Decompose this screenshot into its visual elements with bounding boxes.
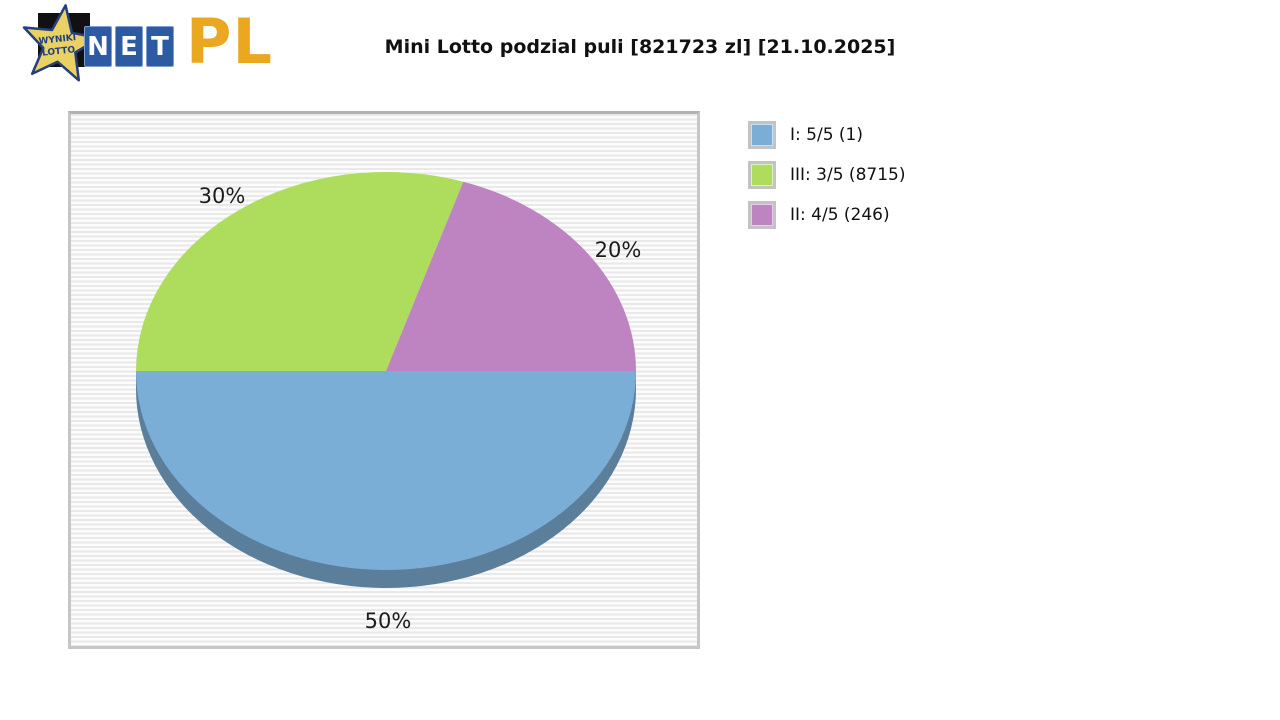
pie-slice-tier3 [136, 171, 464, 371]
page-title: Mini Lotto podzial puli [821723 zl] [21.… [384, 36, 896, 58]
pie-slice-tier1 [136, 371, 636, 570]
logo-net-letter-e: E [115, 26, 143, 67]
logo-net-letter-n: N [84, 26, 112, 67]
header: WYNIKI LOTTO N E T PL Mini Lotto podzial… [0, 0, 1280, 95]
chart-legend: I: 5/5 (1) III: 3/5 (8715) II: 4/5 (246) [748, 121, 905, 241]
logo-net: N E T [84, 26, 174, 67]
logo-net-letter-t: T [146, 26, 174, 67]
legend-label-tier1: I: 5/5 (1) [790, 125, 863, 145]
legend-item-tier1: I: 5/5 (1) [748, 121, 905, 149]
pie-chart: 30% 20% 50% [136, 171, 642, 633]
pie-slice-tier2 [386, 181, 636, 371]
logo-pl-text: PL [186, 5, 273, 78]
logo-star-text-lotto: LOTTO [42, 45, 76, 58]
pie-percent-label-20: 20% [595, 238, 642, 262]
legend-label-tier3: III: 3/5 (8715) [790, 165, 906, 185]
logo-star-text-wyniki: WYNIKI [38, 33, 76, 47]
pie-percent-label-30: 30% [199, 184, 246, 208]
site-logo[interactable]: WYNIKI LOTTO N E T PL [12, 2, 272, 88]
pie-chart-panel: 30% 20% 50% [68, 111, 700, 649]
legend-label-tier2: II: 4/5 (246) [790, 205, 890, 225]
legend-swatch-tier2 [748, 201, 776, 229]
legend-item-tier3: III: 3/5 (8715) [748, 161, 905, 189]
legend-swatch-tier1 [748, 121, 776, 149]
pie-percent-label-50: 50% [365, 609, 412, 633]
legend-item-tier2: II: 4/5 (246) [748, 201, 905, 229]
legend-swatch-tier3 [748, 161, 776, 189]
